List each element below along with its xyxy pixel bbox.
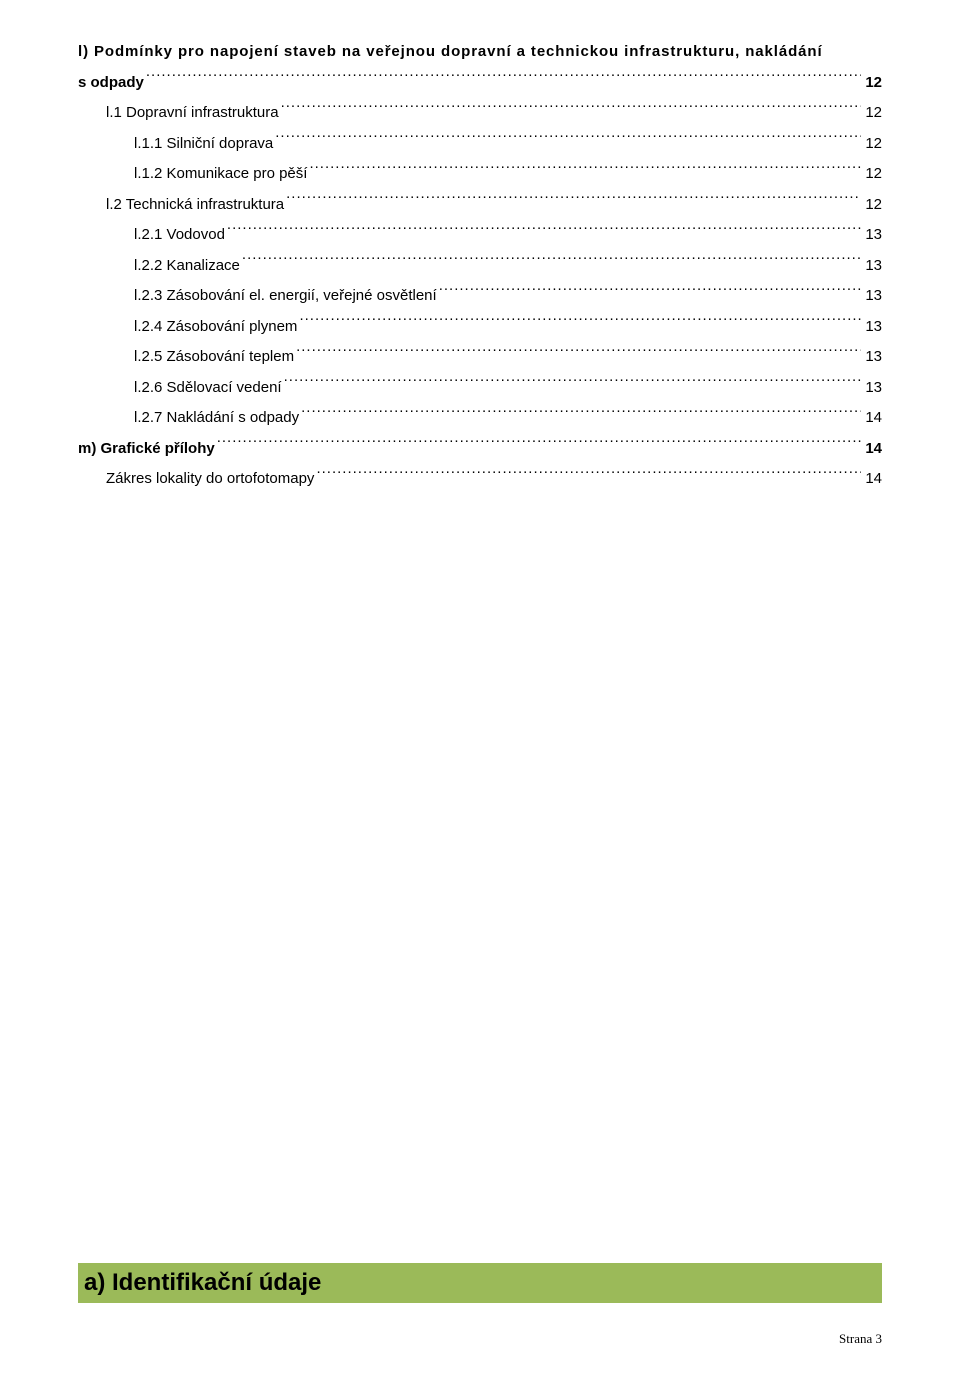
toc-entry: l.2.1 Vodovod 13 <box>78 221 882 250</box>
toc-entry: l.2.4 Zásobování plynem 13 <box>78 313 882 342</box>
toc-label: Zákres lokality do ortofotomapy <box>78 465 314 494</box>
toc-label: l.2.4 Zásobování plynem <box>78 313 297 342</box>
toc-label: m) Grafické přílohy <box>78 435 215 464</box>
toc-leader <box>299 316 861 331</box>
toc-entry: l.2.6 Sdělovací vedení 13 <box>78 374 882 403</box>
toc-entry: m) Grafické přílohy 14 <box>78 435 882 464</box>
toc-entry: l.2.3 Zásobování el. energií, veřejné os… <box>78 282 882 311</box>
toc-label: l.2.6 Sdělovací vedení <box>78 374 282 403</box>
toc-leader <box>227 224 861 239</box>
toc-entry-heading-line1: l) Podmínky pro napojení staveb na veřej… <box>78 38 882 67</box>
toc-page-number: 12 <box>863 99 882 128</box>
toc-label: l.1.1 Silniční doprava <box>78 130 273 159</box>
toc-page-number: 12 <box>863 160 882 189</box>
toc-entry: l.1.1 Silniční doprava 12 <box>78 130 882 159</box>
section-heading-band: a) Identifikační údaje <box>78 1263 882 1303</box>
page: l) Podmínky pro napojení staveb na veřej… <box>0 0 960 1389</box>
table-of-contents: l) Podmínky pro napojení staveb na veřej… <box>78 38 882 494</box>
toc-entry-heading-line2: s odpady 12 <box>78 69 882 98</box>
toc-entry: l.1.2 Komunikace pro pěší 12 <box>78 160 882 189</box>
toc-label: l.2.7 Nakládání s odpady <box>78 404 299 433</box>
toc-leader <box>242 255 861 270</box>
toc-entry: l.2.2 Kanalizace 13 <box>78 252 882 281</box>
toc-page-number: 13 <box>863 221 882 250</box>
toc-label: l.1.2 Komunikace pro pěší <box>78 160 307 189</box>
toc-page-number: 12 <box>863 130 882 159</box>
toc-page-number: 13 <box>863 343 882 372</box>
toc-page-number: 14 <box>863 404 882 433</box>
toc-leader <box>309 163 861 178</box>
toc-entry: l.1 Dopravní infrastruktura 12 <box>78 99 882 128</box>
toc-page-number: 13 <box>863 313 882 342</box>
toc-entry: l.2.7 Nakládání s odpady 14 <box>78 404 882 433</box>
section-heading-title: a) Identifikační údaje <box>84 1269 321 1297</box>
toc-page-number: 14 <box>863 435 882 464</box>
toc-leader <box>284 377 862 392</box>
toc-entry: l.2 Technická infrastruktura 12 <box>78 191 882 220</box>
toc-label: l.2.1 Vodovod <box>78 221 225 250</box>
toc-label: l.2.5 Zásobování teplem <box>78 343 294 372</box>
toc-leader <box>286 194 861 209</box>
toc-label: l.2.2 Kanalizace <box>78 252 240 281</box>
toc-label: l.1 Dopravní infrastruktura <box>78 99 279 128</box>
toc-entry: Zákres lokality do ortofotomapy 14 <box>78 465 882 494</box>
toc-page-number: 13 <box>863 252 882 281</box>
toc-page-number: 13 <box>863 282 882 311</box>
toc-leader <box>439 285 862 300</box>
toc-label: s odpady <box>78 69 144 98</box>
toc-leader <box>275 133 861 148</box>
toc-leader <box>301 407 861 422</box>
toc-label: l.2.3 Zásobování el. energií, veřejné os… <box>78 282 437 311</box>
toc-leader <box>296 346 861 361</box>
toc-label: l.2 Technická infrastruktura <box>78 191 284 220</box>
toc-leader <box>316 468 861 483</box>
toc-entry: l.2.5 Zásobování teplem 13 <box>78 343 882 372</box>
toc-page-number: 12 <box>863 69 882 98</box>
toc-page-number: 13 <box>863 374 882 403</box>
page-footer: Strana 3 <box>839 1331 882 1347</box>
toc-page-number: 14 <box>863 465 882 494</box>
toc-leader <box>146 72 861 87</box>
toc-page-number: 12 <box>863 191 882 220</box>
toc-label: l) Podmínky pro napojení staveb na veřej… <box>78 38 823 67</box>
toc-leader <box>217 438 862 453</box>
toc-leader <box>281 102 862 117</box>
